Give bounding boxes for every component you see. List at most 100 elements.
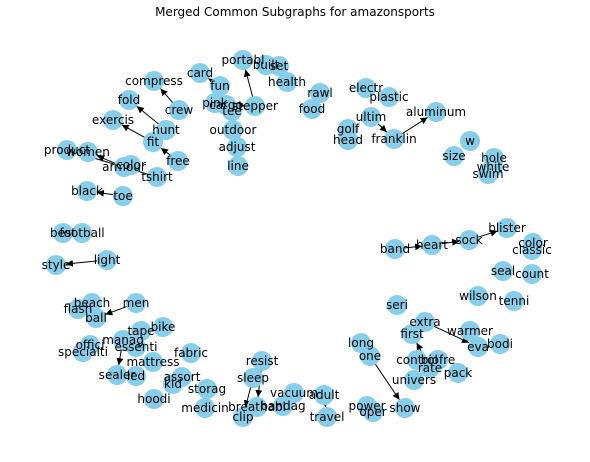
graph-node bbox=[460, 321, 480, 341]
graph-edge bbox=[160, 88, 174, 104]
node-label: exercis bbox=[92, 113, 134, 127]
node-label: sock bbox=[455, 233, 482, 247]
graph-node bbox=[227, 137, 247, 157]
node-label: w bbox=[465, 134, 475, 148]
graph-node bbox=[379, 87, 399, 107]
node-label: aluminum bbox=[406, 105, 466, 119]
node-label: show bbox=[389, 401, 420, 415]
node-label: mattress bbox=[126, 355, 179, 369]
graph-node bbox=[395, 398, 415, 418]
graph-node bbox=[121, 155, 141, 175]
graph-node bbox=[428, 350, 448, 370]
node-label: hoodi bbox=[137, 392, 170, 406]
node-label: ball bbox=[85, 311, 107, 325]
graph-edge bbox=[116, 348, 124, 366]
node-label: long bbox=[348, 336, 374, 350]
node-label: classic bbox=[512, 243, 552, 257]
graph-node bbox=[72, 223, 92, 243]
graph-node bbox=[68, 299, 88, 319]
graph-node bbox=[107, 365, 127, 385]
node-label: fabric bbox=[174, 346, 208, 360]
node-label: beach bbox=[74, 296, 111, 310]
graph-node bbox=[402, 324, 422, 344]
node-label: hunt bbox=[152, 123, 180, 137]
node-label: seal bbox=[491, 264, 515, 278]
graph-edge bbox=[136, 105, 160, 125]
node-label: head bbox=[333, 133, 363, 147]
graph-node bbox=[387, 295, 407, 315]
node-label: rawl bbox=[307, 86, 332, 100]
graph-edge bbox=[432, 325, 470, 344]
node-label: seri bbox=[386, 298, 408, 312]
node-label: swim bbox=[472, 167, 503, 181]
node-label: one bbox=[359, 349, 381, 363]
graph-edge bbox=[401, 116, 428, 135]
node-label: first bbox=[400, 327, 424, 341]
node-label: biofre bbox=[421, 353, 456, 367]
graph-edge bbox=[160, 147, 172, 156]
graph-node bbox=[459, 230, 479, 250]
graph-node bbox=[197, 379, 217, 399]
node-label: kid bbox=[164, 377, 182, 391]
node-label: eva bbox=[467, 340, 489, 354]
node-label: franklin bbox=[371, 132, 416, 146]
graph-edge bbox=[96, 189, 115, 197]
node-label: compress bbox=[125, 74, 183, 88]
node-label: blister bbox=[488, 221, 526, 235]
node-label: football bbox=[59, 226, 104, 240]
node-label: oper bbox=[359, 405, 386, 419]
graph-edge bbox=[105, 305, 128, 316]
graph-node bbox=[153, 317, 173, 337]
node-label: portabl bbox=[222, 53, 265, 67]
graph-node bbox=[233, 50, 253, 70]
graph-node bbox=[245, 96, 265, 116]
chart-title: Merged Common Subgraphs for amazonsports bbox=[155, 5, 435, 19]
graph-node bbox=[448, 363, 468, 383]
node-label: count bbox=[515, 267, 549, 281]
graph-node bbox=[103, 110, 123, 130]
node-label: bodi bbox=[487, 337, 513, 351]
graph-node bbox=[77, 181, 97, 201]
node-label: black bbox=[71, 184, 103, 198]
graph-edge bbox=[243, 386, 252, 408]
node-label: sealer bbox=[99, 368, 136, 382]
graph-node bbox=[415, 312, 435, 332]
graph-edge bbox=[477, 229, 498, 238]
node-label: electr bbox=[349, 81, 383, 95]
graph-node bbox=[247, 397, 267, 417]
graph-node bbox=[144, 71, 164, 91]
graph-node bbox=[168, 151, 188, 171]
graph-node bbox=[338, 130, 358, 150]
graph-node bbox=[195, 398, 215, 418]
graph-edge bbox=[377, 122, 388, 133]
node-label: tape bbox=[127, 324, 154, 338]
node-label: light bbox=[94, 253, 121, 267]
node-label: manag bbox=[102, 333, 144, 347]
graph-node bbox=[361, 107, 381, 127]
node-label: line bbox=[227, 159, 249, 173]
graph-node bbox=[143, 132, 163, 152]
node-label: specialti bbox=[58, 345, 108, 359]
node-label: band bbox=[380, 242, 410, 256]
node-label: led bbox=[127, 369, 145, 383]
node-label: cargo bbox=[209, 98, 243, 112]
node-label: color bbox=[116, 158, 146, 172]
graph-edge bbox=[440, 238, 460, 246]
node-label: adult bbox=[309, 388, 340, 402]
node-label: product bbox=[44, 143, 90, 157]
node-label: tenni bbox=[499, 294, 530, 308]
node-label: vacuum bbox=[270, 386, 318, 400]
node-label: univers bbox=[392, 373, 436, 387]
graph-node bbox=[126, 366, 146, 386]
node-label: travel bbox=[310, 410, 345, 424]
node-label: women bbox=[66, 145, 110, 159]
graph-node bbox=[223, 120, 243, 140]
graph-node bbox=[356, 78, 376, 98]
node-label: adjust bbox=[219, 140, 256, 154]
node-label: pack bbox=[444, 366, 473, 380]
graph-node bbox=[131, 321, 151, 341]
node-label: built bbox=[253, 58, 280, 72]
graph-node bbox=[384, 129, 404, 149]
graph-node bbox=[46, 255, 66, 275]
